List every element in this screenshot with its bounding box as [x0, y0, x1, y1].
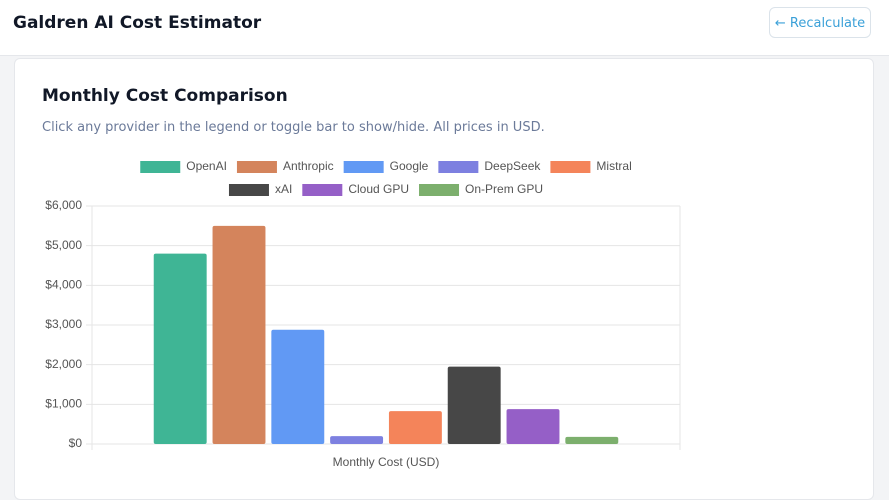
chart: $0 $1,000 $2,000 $3,000 $4,000 $5,000 $6,000 Mo… [45, 159, 681, 469]
legend-label[interactable]: DeepSeek [484, 159, 541, 173]
recalculate-button[interactable]: ← Recalculate [769, 7, 871, 38]
y-tick-label: $1,000 [45, 397, 82, 411]
bar [153, 253, 207, 444]
legend-swatch[interactable] [343, 161, 384, 173]
x-tick-label: Monthly Cost (USD) [333, 455, 440, 469]
y-tick-label: $0 [69, 436, 83, 450]
y-tick-label: $4,000 [45, 278, 82, 292]
legend-label[interactable]: OpenAI [186, 159, 227, 173]
legend-label[interactable]: On-Prem GPU [465, 182, 543, 196]
legend-swatch[interactable] [140, 161, 181, 173]
legend-label[interactable]: Anthropic [283, 159, 334, 173]
legend-label[interactable]: Mistral [596, 159, 631, 173]
bar [271, 329, 325, 444]
y-tick-label: $5,000 [45, 238, 82, 252]
card-title: Monthly Cost Comparison [42, 86, 288, 106]
bar [212, 225, 266, 444]
legend-label[interactable]: xAI [275, 182, 292, 196]
app-title: Galdren AI Cost Estimator [13, 13, 262, 33]
legend-swatch[interactable] [550, 161, 591, 173]
y-tick-label: $3,000 [45, 317, 82, 331]
bar [330, 436, 384, 444]
legend-label[interactable]: Cloud GPU [348, 182, 409, 196]
bar [388, 411, 442, 444]
legend-label[interactable]: Google [390, 159, 429, 173]
legend-swatch[interactable] [228, 184, 269, 196]
bar [447, 366, 501, 444]
legend-swatch[interactable] [302, 184, 343, 196]
legend-swatch[interactable] [438, 161, 479, 173]
bar [506, 409, 560, 444]
legend-swatch[interactable] [419, 184, 460, 196]
card-subtitle: Click any provider in the legend or togg… [42, 120, 545, 135]
y-tick-label: $2,000 [45, 357, 82, 371]
bar [565, 436, 619, 444]
y-tick-label: $6,000 [45, 198, 82, 212]
legend-swatch[interactable] [236, 161, 277, 173]
header: Galdren AI Cost Estimator ← Recalculate [0, 0, 889, 56]
